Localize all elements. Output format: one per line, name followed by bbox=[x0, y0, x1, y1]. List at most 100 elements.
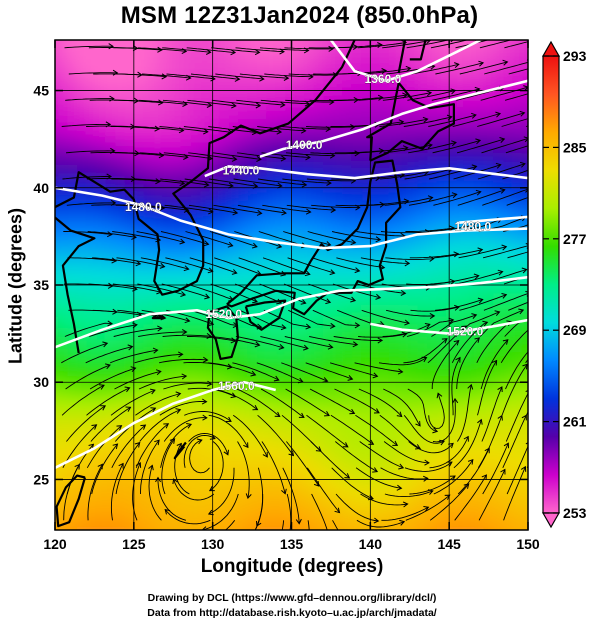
streamline bbox=[134, 126, 184, 132]
coastlines bbox=[55, 40, 455, 528]
streamline-arrowhead bbox=[112, 69, 119, 76]
streamline-arrowhead bbox=[280, 101, 286, 108]
streamline bbox=[483, 293, 528, 311]
streamline bbox=[136, 231, 185, 243]
streamline-arrowhead bbox=[175, 408, 182, 414]
streamline bbox=[157, 477, 187, 521]
streamline-arrowhead bbox=[429, 312, 436, 320]
streamline-arrowhead bbox=[474, 337, 480, 343]
streamline bbox=[134, 353, 183, 364]
streamline-arrowhead bbox=[163, 423, 170, 429]
streamline bbox=[356, 231, 405, 237]
streamline bbox=[86, 387, 130, 416]
streamline bbox=[287, 257, 335, 274]
streamline-arrowhead bbox=[404, 260, 411, 267]
streamline-arrowhead bbox=[305, 323, 312, 330]
streamline bbox=[90, 406, 131, 442]
streamline-arrowhead bbox=[303, 344, 309, 351]
streamline bbox=[329, 362, 378, 377]
streamline-arrowhead bbox=[498, 35, 503, 40]
streamline-arrowhead bbox=[155, 178, 161, 185]
x-tick-label: 135 bbox=[280, 536, 304, 552]
streamline-arrowhead bbox=[570, 215, 575, 220]
streamline bbox=[428, 114, 477, 127]
streamline bbox=[381, 506, 429, 521]
streamline bbox=[310, 441, 350, 479]
streamline bbox=[281, 362, 328, 382]
streamline bbox=[501, 118, 528, 127]
streamline-arrowhead bbox=[251, 242, 258, 249]
streamline-arrowhead bbox=[381, 68, 388, 74]
streamline bbox=[184, 411, 232, 422]
streamline-arrowhead bbox=[157, 325, 163, 332]
streamline bbox=[85, 346, 133, 364]
streamline-arrowhead bbox=[453, 339, 460, 346]
streamline bbox=[260, 99, 310, 105]
streamline-arrowhead bbox=[518, 308, 525, 315]
streamline bbox=[306, 414, 349, 448]
streamline-arrowhead bbox=[324, 411, 330, 417]
streamline bbox=[262, 204, 311, 213]
streamline bbox=[380, 171, 429, 180]
streamline-arrowhead bbox=[98, 384, 105, 390]
streamline bbox=[379, 414, 421, 449]
streamline bbox=[331, 467, 374, 500]
streamline-arrowhead bbox=[569, 163, 574, 168]
streamline-arrowhead bbox=[148, 464, 154, 471]
streamline-arrowhead bbox=[405, 65, 412, 72]
streamline-arrowhead bbox=[461, 325, 468, 331]
streamline-arrowhead bbox=[202, 356, 209, 363]
colorbar-tick-label: 285 bbox=[563, 139, 587, 155]
streamline-arrowhead bbox=[130, 366, 137, 373]
streamline bbox=[188, 432, 229, 455]
streamline bbox=[434, 249, 483, 259]
streamline bbox=[87, 464, 103, 521]
streamline bbox=[479, 40, 513, 49]
streamline bbox=[334, 388, 380, 414]
streamline-arrowhead bbox=[396, 411, 403, 418]
y-tick-label: 25 bbox=[33, 471, 49, 487]
colorbar: 253 261 269 277 285 293 bbox=[541, 40, 587, 529]
streamline-arrowhead bbox=[252, 297, 259, 304]
streamline-arrowhead bbox=[398, 463, 405, 470]
height-contour-line bbox=[456, 215, 528, 225]
streamline-arrowhead bbox=[276, 242, 283, 249]
streamline-arrowhead bbox=[298, 412, 305, 418]
streamline bbox=[407, 90, 456, 101]
streamline-arrowhead bbox=[329, 322, 336, 329]
streamline bbox=[480, 339, 509, 390]
streamline bbox=[433, 191, 481, 206]
streamline bbox=[429, 222, 478, 232]
streamline bbox=[117, 73, 167, 78]
streamline-arrowhead bbox=[569, 112, 574, 117]
streamline bbox=[86, 425, 122, 469]
streamline-arrowhead bbox=[525, 290, 528, 297]
streamline-arrowhead bbox=[288, 450, 295, 457]
streamline bbox=[410, 306, 459, 312]
streamline-arrowhead bbox=[155, 369, 162, 376]
streamline bbox=[163, 417, 207, 442]
streamline bbox=[378, 357, 427, 366]
streamline-arrowhead bbox=[327, 343, 334, 350]
streamline bbox=[91, 443, 118, 495]
streamline-arrowhead bbox=[180, 291, 187, 297]
x-tick-label: 120 bbox=[43, 536, 67, 552]
streamline-arrowhead bbox=[354, 267, 361, 274]
coastline-segment bbox=[366, 81, 455, 162]
streamline bbox=[237, 204, 287, 214]
streamline-arrowhead bbox=[499, 137, 506, 143]
colorbar-tick-label: 261 bbox=[563, 414, 587, 430]
streamline bbox=[285, 388, 330, 416]
streamline-arrowhead bbox=[373, 408, 380, 414]
x-tick-label: 125 bbox=[122, 536, 146, 552]
streamline-arrowhead bbox=[481, 474, 487, 480]
streamline-arrowhead bbox=[256, 209, 263, 216]
credit-data-source: Data from http://database.rish.kyoto–u.a… bbox=[147, 607, 437, 619]
x-axis-label: Longitude (degrees) bbox=[200, 556, 384, 577]
x-tick-label: 145 bbox=[437, 536, 461, 552]
streamline-arrowhead bbox=[377, 42, 383, 49]
streamline bbox=[159, 401, 207, 416]
streamline bbox=[311, 257, 360, 272]
streamline-arrowhead bbox=[206, 332, 213, 340]
streamline-arrowhead bbox=[450, 40, 454, 43]
